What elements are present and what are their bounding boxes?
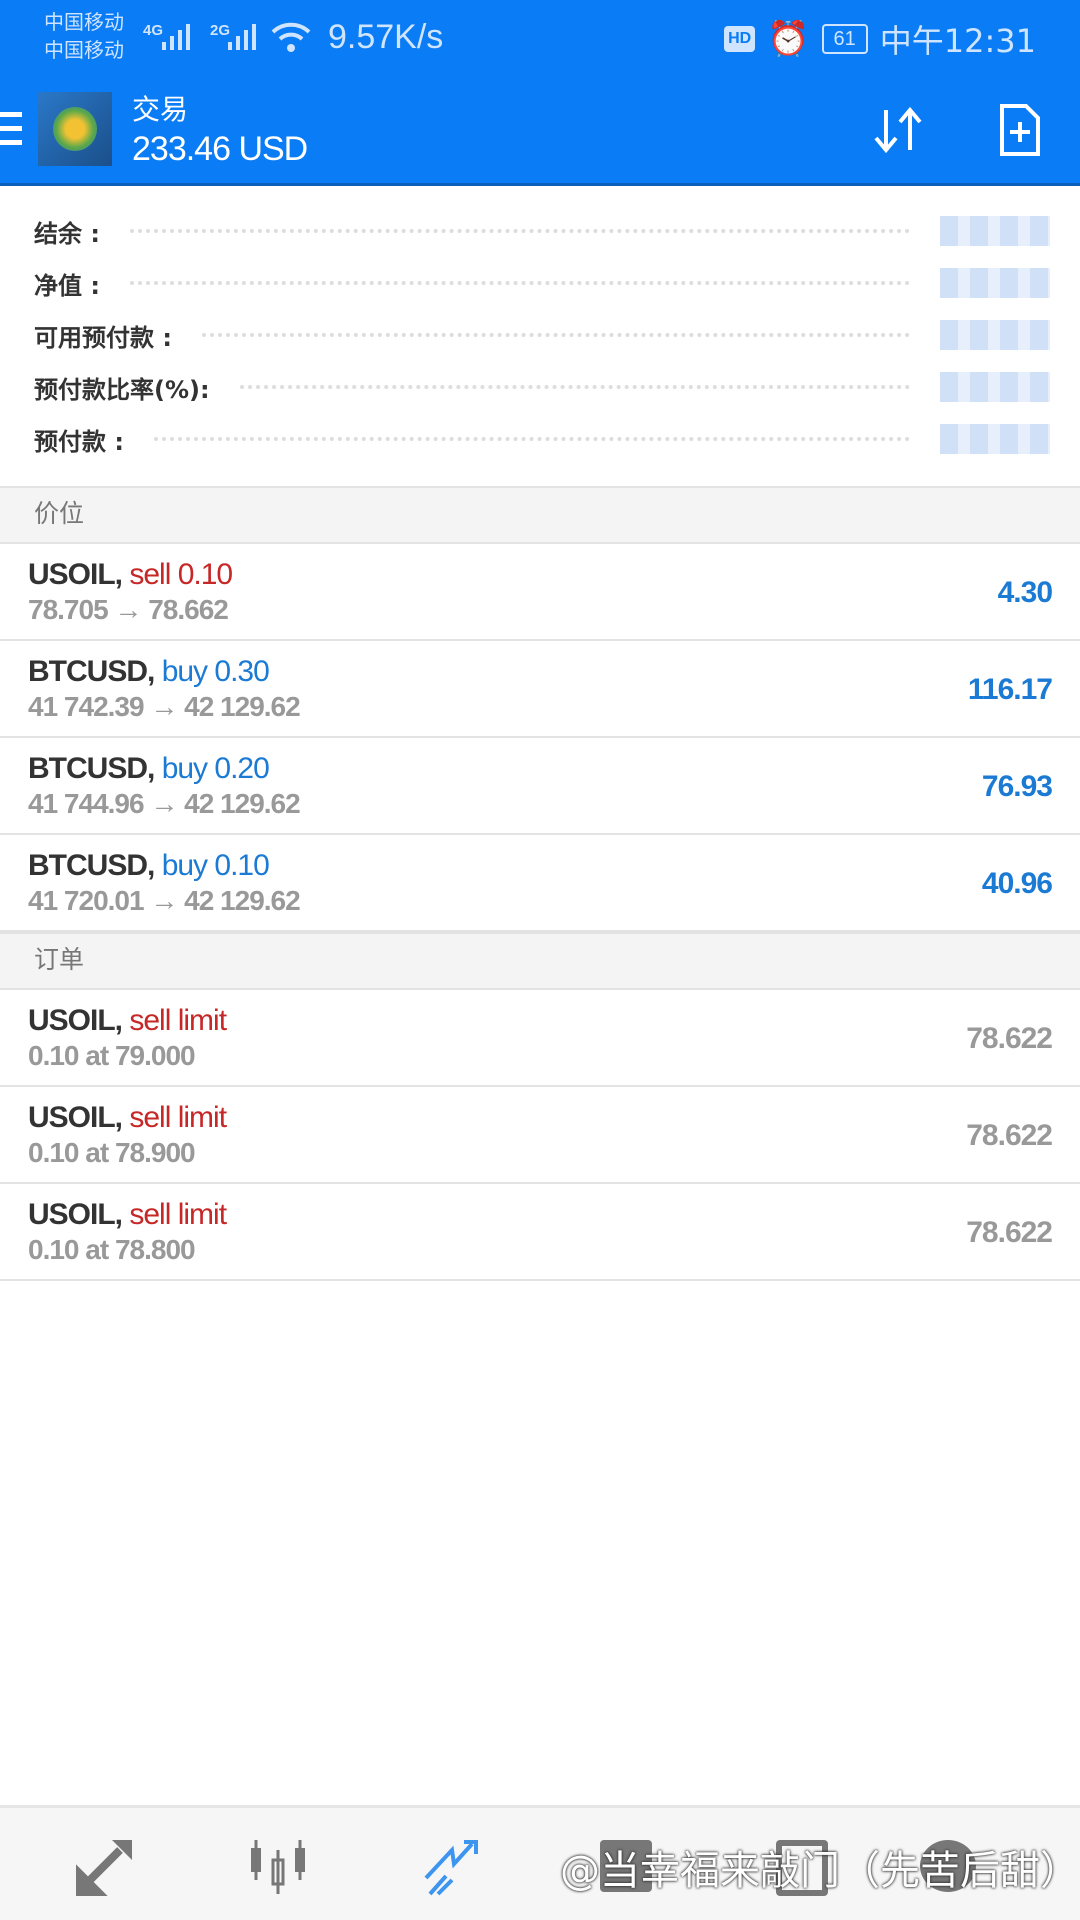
- redacted-value: [940, 320, 1050, 350]
- summary-margin-level: 预付款比率(%):: [34, 367, 1050, 407]
- network-speed: 9.57K/s: [328, 18, 444, 56]
- redacted-value: [940, 424, 1050, 454]
- carrier-1: 中国移动: [44, 10, 124, 34]
- quotes-icon[interactable]: [76, 1836, 136, 1896]
- position-row[interactable]: BTCUSD, buy 0.20 41 744.96 → 42 129.62 7…: [0, 738, 1080, 835]
- signal-icon: [162, 24, 190, 50]
- menu-icon[interactable]: [0, 112, 22, 154]
- position-row[interactable]: BTCUSD, buy 0.30 41 742.39 → 42 129.62 1…: [0, 641, 1080, 738]
- order-symbol: USOIL,: [28, 1198, 123, 1231]
- order-row[interactable]: USOIL, sell limit 0.10 at 78.900 78.622: [0, 1087, 1080, 1184]
- position-symbol: BTCUSD,: [28, 752, 155, 785]
- position-symbol: BTCUSD,: [28, 849, 155, 882]
- trade-icon[interactable]: [422, 1836, 482, 1896]
- position-profit: 116.17: [967, 673, 1053, 706]
- order-price: 78.622: [966, 1119, 1053, 1152]
- carrier-2: 中国移动: [44, 38, 124, 62]
- orders-header: 订单: [0, 932, 1080, 990]
- summary-balance: 结余 :: [34, 211, 1050, 251]
- watermark: @当幸福来敲门（先苦后甜）: [560, 1848, 1080, 1894]
- position-prices: 78.705 → 78.662: [28, 594, 229, 625]
- order-symbol: USOIL,: [28, 1101, 123, 1134]
- summary-margin: 预付款 :: [34, 419, 1050, 459]
- position-symbol: USOIL,: [28, 558, 123, 591]
- account-summary: 结余 : 净值 : 可用预付款 : 预付款比率(%): 预付款 :: [0, 189, 1080, 487]
- redacted-value: [940, 372, 1050, 402]
- order-row[interactable]: USOIL, sell limit 0.10 at 78.800 78.622: [0, 1184, 1080, 1281]
- positions-header: 价位: [0, 486, 1080, 544]
- account-balance: 233.46 USD: [132, 130, 308, 168]
- wifi-icon: [271, 22, 311, 52]
- bottom-nav: @当幸福来敲门（先苦后甜）: [0, 1805, 1080, 1920]
- signal-icon: [228, 24, 256, 50]
- position-side: buy 0.20: [161, 752, 270, 785]
- page-title: 交易: [132, 93, 189, 126]
- order-row[interactable]: USOIL, sell limit 0.10 at 79.000 78.622: [0, 990, 1080, 1087]
- position-row[interactable]: BTCUSD, buy 0.10 41 720.01 → 42 129.62 4…: [0, 835, 1080, 932]
- messages-icon[interactable]: [920, 1840, 976, 1892]
- position-profit: 4.30: [997, 576, 1053, 609]
- position-symbol: BTCUSD,: [28, 655, 155, 688]
- position-prices: 41 744.96 → 42 129.62: [28, 788, 301, 819]
- redacted-value: [940, 216, 1050, 246]
- position-side: sell 0.10: [129, 558, 233, 591]
- position-side: buy 0.30: [161, 655, 270, 688]
- order-detail: 0.10 at 78.800: [28, 1234, 196, 1265]
- summary-free-margin: 可用预付款 :: [34, 315, 1050, 355]
- battery-icon: 61: [821, 24, 868, 54]
- network-2g: 2G: [210, 22, 231, 39]
- order-side: sell limit: [129, 1004, 227, 1037]
- summary-equity: 净值 :: [34, 263, 1050, 303]
- order-detail: 0.10 at 78.900: [28, 1137, 196, 1168]
- clock: 中午12:31: [879, 22, 1036, 60]
- position-profit: 40.96: [981, 867, 1053, 900]
- news-icon[interactable]: [776, 1840, 828, 1896]
- order-price: 78.622: [966, 1216, 1053, 1249]
- app-bar: 交易 233.46 USD: [0, 88, 1080, 186]
- order-detail: 0.10 at 79.000: [28, 1040, 196, 1071]
- position-row[interactable]: USOIL, sell 0.10 78.705 → 78.662 4.30: [0, 544, 1080, 641]
- hd-icon: HD: [724, 26, 756, 52]
- position-prices: 41 742.39 → 42 129.62: [28, 691, 301, 722]
- status-bar: 中国移动 中国移动 4G 2G 9.57K/s HD ⏰ 61 中午12:31: [0, 0, 1080, 88]
- chart-icon[interactable]: [248, 1836, 308, 1896]
- order-side: sell limit: [129, 1198, 227, 1231]
- alarm-icon: ⏰: [767, 20, 810, 58]
- app-logo: [38, 92, 112, 166]
- redacted-value: [940, 268, 1050, 298]
- position-side: buy 0.10: [161, 849, 270, 882]
- position-prices: 41 720.01 → 42 129.62: [28, 885, 301, 916]
- position-profit: 76.93: [981, 770, 1053, 803]
- order-symbol: USOIL,: [28, 1004, 123, 1037]
- new-order-icon[interactable]: [990, 100, 1050, 160]
- network-4g: 4G: [143, 22, 164, 39]
- order-side: sell limit: [129, 1101, 227, 1134]
- order-price: 78.622: [966, 1022, 1053, 1055]
- sort-icon[interactable]: [868, 100, 928, 160]
- history-icon[interactable]: [600, 1840, 652, 1892]
